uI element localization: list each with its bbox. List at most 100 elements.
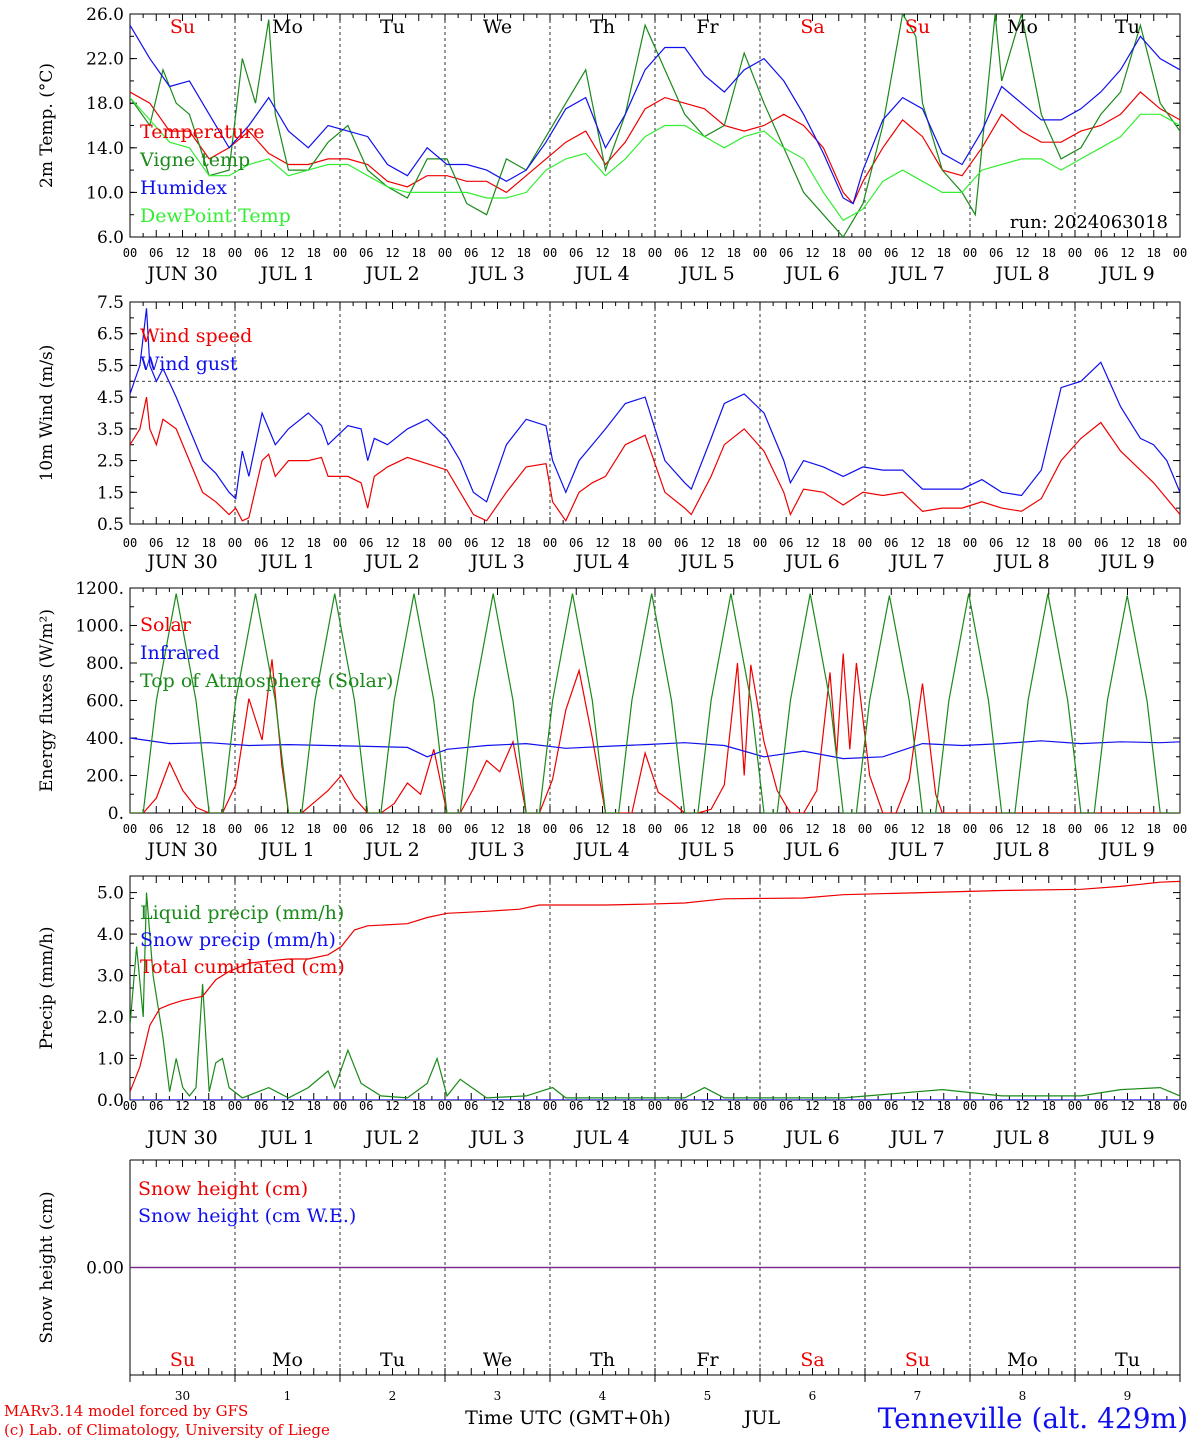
x-tick-label: 00 [858,246,872,260]
weekday-label-top: Sa [800,16,824,38]
x-tick-label: 18 [622,1099,636,1113]
x-tick-label: 06 [149,1099,163,1113]
weekday-label-bottom: Sa [800,1349,824,1371]
x-tick-label: 00 [438,1099,452,1113]
series-line-wind-speed [130,396,1180,522]
legend-entry: Snow height (cm) [138,1178,308,1200]
x-tick-label: 12 [910,246,924,260]
x-tick-label: 18 [937,822,951,836]
x-tick-label: 12 [385,536,399,550]
x-tick-label: 18 [307,822,321,836]
x-tick-label: 06 [989,536,1003,550]
bottom-date-label: 5 [704,1389,712,1403]
model-credit: MARv3.14 model forced by GFS [4,1402,248,1420]
x-tick-label: 18 [202,822,216,836]
x-axis-month: JUL [742,1407,781,1429]
x-tick-label: 06 [674,536,688,550]
y-tick-label: 0.00 [86,1259,124,1279]
x-tick-label: 06 [359,536,373,550]
x-tick-label: 06 [254,1099,268,1113]
y-tick-label: 3.0 [97,967,124,987]
x-tick-label: 00 [648,246,662,260]
legend-entry: Liquid precip (mm/h) [140,902,344,924]
x-tick-label: 12 [280,536,294,550]
x-tick-label: 00 [228,246,242,260]
x-tick-label: 12 [280,246,294,260]
date-label: JUL 9 [1098,839,1154,861]
date-label: JUL 6 [783,551,839,573]
date-label: JUL 5 [678,839,734,861]
legend-entry: Total cumulated (cm) [140,956,345,978]
y-tick-label: 600. [86,692,124,712]
weekday-label-top: Th [590,16,615,38]
series-line-temperature [130,91,1180,205]
y-axis-label: Energy fluxes (W/m²) [37,609,57,792]
date-label: JUL 3 [468,551,524,573]
y-tick-label: 4.0 [97,925,124,945]
x-tick-label: 06 [359,246,373,260]
series-line-dewpoint-temp [130,97,1180,222]
date-label: JUL 2 [363,839,419,861]
series-line-vigne-temp [130,14,1180,237]
date-label: JUL 8 [993,1127,1049,1149]
x-tick-label: 06 [359,822,373,836]
weekday-label-bottom: Mo [272,1349,303,1371]
x-tick-label: 12 [385,822,399,836]
legend-entry: Infrared [140,642,220,664]
x-tick-label: 12 [1120,536,1134,550]
legend-entry: Humidex [140,177,227,199]
x-tick-label: 18 [1147,246,1161,260]
x-tick-label: 06 [359,1099,373,1113]
x-tick-label: 12 [910,1099,924,1113]
x-tick-label: 18 [1147,1099,1161,1113]
date-label: JUL 4 [573,1127,629,1149]
x-tick-label: 06 [674,822,688,836]
bottom-date-label: 9 [1124,1389,1132,1403]
y-tick-label: 3.5 [97,420,124,440]
date-label: JUL 7 [888,839,944,861]
date-label: JUL 6 [783,839,839,861]
x-tick-label: 00 [963,536,977,550]
x-tick-label: 00 [228,822,242,836]
x-tick-label: 18 [202,1099,216,1113]
x-tick-label: 06 [779,822,793,836]
legend-entry: Top of Atmosphere (Solar) [140,670,393,692]
x-tick-label: 12 [910,536,924,550]
bottom-date-label: 30 [175,1389,190,1403]
date-label: JUL 6 [783,1127,839,1149]
y-tick-label: 26.0 [86,5,124,25]
x-tick-label: 18 [412,536,426,550]
x-tick-label: 18 [832,1099,846,1113]
x-tick-label: 06 [884,1099,898,1113]
x-tick-label: 00 [963,1099,977,1113]
x-tick-label: 00 [438,536,452,550]
x-tick-label: 18 [517,246,531,260]
panel-2: 0.5 1.5 2.5 3.5 4.5 5.5 6.5 7.5 10m Wind (m/s) Wi… [37,293,1187,573]
x-tick-label: 00 [753,246,767,260]
x-tick-label: 06 [884,822,898,836]
x-tick-label: 12 [805,1099,819,1113]
series-line-infrared [130,737,1180,760]
x-tick-label: 12 [175,246,189,260]
x-tick-label: 12 [1120,1099,1134,1113]
x-tick-label: 12 [595,246,609,260]
x-tick-label: 12 [175,1099,189,1113]
x-tick-label: 06 [1094,822,1108,836]
x-tick-label: 18 [937,1099,951,1113]
x-tick-label: 12 [1015,536,1029,550]
x-tick-label: 18 [622,536,636,550]
x-tick-label: 18 [727,536,741,550]
x-tick-label: 18 [517,822,531,836]
x-tick-label: 00 [1173,536,1187,550]
date-label: JUL 4 [573,839,629,861]
series-line-top-of-atmosphere-solar- [130,593,1180,813]
x-tick-label: 00 [648,536,662,550]
x-tick-label: 00 [543,246,557,260]
panel-1: 6.0 10.0 14.0 18.0 22.0 26.0 2m Temp. (°C) Temp… [37,5,1187,285]
x-tick-label: 00 [753,822,767,836]
x-axis-title: Time UTC (GMT+0h) [465,1407,671,1429]
x-tick-label: 06 [254,246,268,260]
x-tick-label: 06 [1094,1099,1108,1113]
x-tick-label: 00 [333,246,347,260]
